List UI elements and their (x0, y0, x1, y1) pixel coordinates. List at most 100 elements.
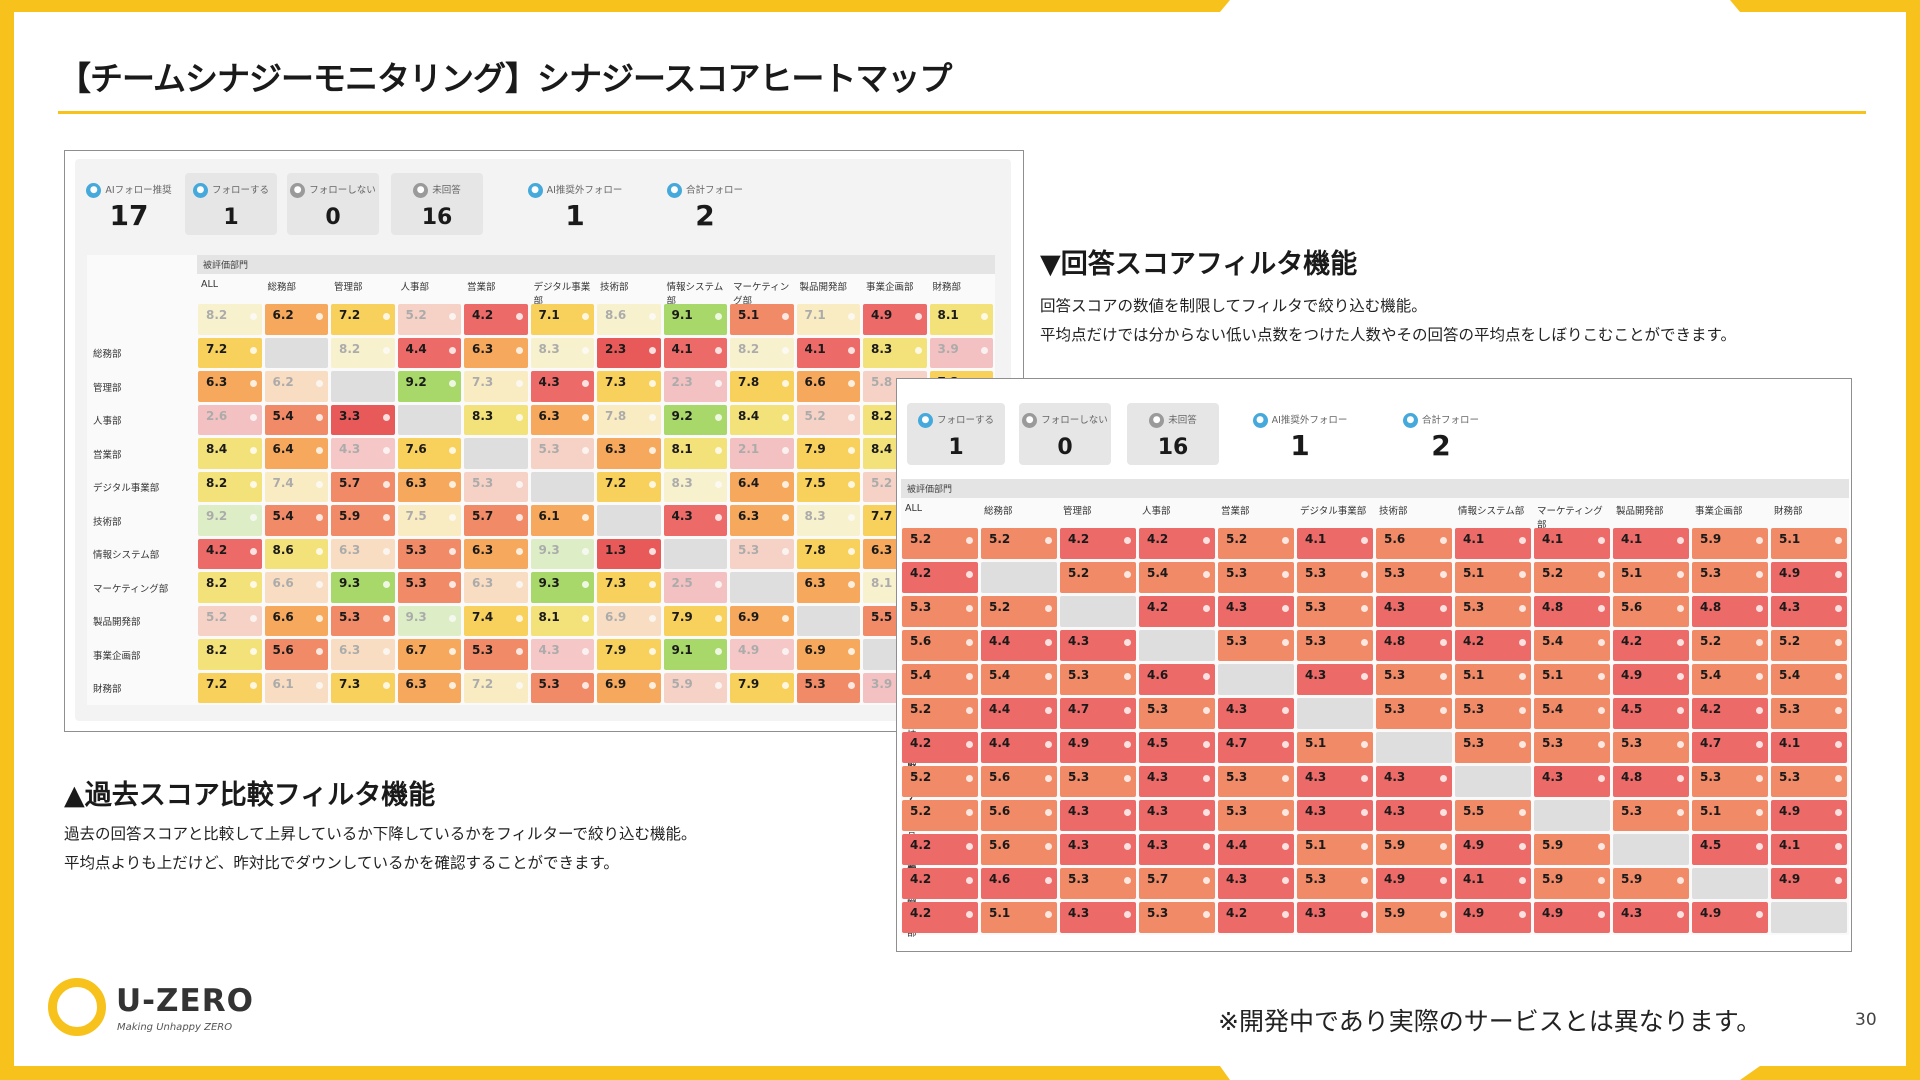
heatmap-cell[interactable] (1376, 732, 1452, 763)
heatmap-cell[interactable]: 4.1 (1297, 528, 1373, 559)
heatmap-cell[interactable]: 4.8 (1534, 596, 1610, 627)
heatmap-cell[interactable]: 6.3 (464, 337, 528, 368)
heatmap-cell[interactable]: 8.3 (796, 505, 860, 536)
column-header[interactable]: マーケティング部 (733, 282, 790, 307)
heatmap-cell[interactable]: 2.3 (663, 371, 727, 402)
heatmap-cell[interactable]: 5.9 (1692, 528, 1768, 559)
heatmap-cell[interactable]: 5.3 (1060, 766, 1136, 797)
heatmap-cell[interactable]: 4.2 (902, 902, 978, 933)
heatmap-cell[interactable]: 5.4 (981, 664, 1057, 695)
heatmap-cell[interactable]: 6.7 (397, 639, 461, 670)
heatmap-cell[interactable]: 5.6 (1613, 596, 1689, 627)
heatmap-cell[interactable]: 4.7 (1218, 732, 1294, 763)
heatmap-cell[interactable]: 4.1 (1613, 528, 1689, 559)
column-header[interactable]: 営業部 (1221, 506, 1250, 517)
heatmap-cell[interactable]: 8.1 (530, 605, 594, 636)
heatmap-cell[interactable]: 2.5 (663, 572, 727, 603)
heatmap-cell[interactable]: 6.3 (464, 572, 528, 603)
heatmap-cell[interactable]: 5.9 (1376, 902, 1452, 933)
heatmap-cell[interactable]: 4.3 (331, 438, 395, 469)
heatmap-cell[interactable]: 7.5 (397, 505, 461, 536)
column-header[interactable]: 総務部 (984, 506, 1013, 517)
heatmap-cell[interactable]: 5.3 (1455, 732, 1531, 763)
heatmap-cell[interactable]: 6.3 (198, 371, 262, 402)
heatmap-cell[interactable]: 5.1 (1692, 800, 1768, 831)
heatmap-cell[interactable]: 7.3 (597, 572, 661, 603)
heatmap-cell[interactable]: 7.6 (397, 438, 461, 469)
heatmap-cell[interactable]: 5.4 (264, 404, 328, 435)
heatmap-cell[interactable]: 4.7 (1692, 732, 1768, 763)
heatmap-cell[interactable]: 5.4 (902, 664, 978, 695)
heatmap-cell[interactable]: 4.3 (1613, 902, 1689, 933)
heatmap-cell[interactable]: 7.8 (796, 538, 860, 569)
heatmap-cell[interactable] (264, 337, 328, 368)
heatmap-cell[interactable]: 7.2 (464, 672, 528, 703)
heatmap-cell[interactable]: 5.3 (1060, 868, 1136, 899)
heatmap-cell[interactable]: 5.2 (1534, 562, 1610, 593)
heatmap-cell[interactable]: 5.6 (902, 630, 978, 661)
column-header[interactable]: マーケティング部 (1537, 506, 1603, 531)
heatmap-cell[interactable]: 6.3 (796, 572, 860, 603)
heatmap-cell[interactable]: 5.3 (1613, 732, 1689, 763)
heatmap-cell[interactable]: 5.3 (1376, 562, 1452, 593)
heatmap-cell[interactable] (1218, 664, 1294, 695)
column-header[interactable]: ALL (905, 503, 923, 514)
heatmap-cell[interactable]: 4.4 (981, 732, 1057, 763)
heatmap-cell[interactable]: 4.9 (1613, 664, 1689, 695)
heatmap-cell[interactable]: 5.2 (902, 698, 978, 729)
heatmap-cell[interactable]: 7.9 (796, 438, 860, 469)
heatmap-cell[interactable]: 5.1 (1297, 834, 1373, 865)
heatmap-cell[interactable]: 6.3 (397, 471, 461, 502)
heatmap-cell[interactable]: 4.9 (1455, 902, 1531, 933)
heatmap-cell[interactable]: 4.8 (1613, 766, 1689, 797)
heatmap-cell[interactable]: 4.8 (1692, 596, 1768, 627)
heatmap-cell[interactable]: 5.6 (981, 800, 1057, 831)
heatmap-cell[interactable] (1060, 596, 1136, 627)
heatmap-cell[interactable]: 4.9 (1060, 732, 1136, 763)
heatmap-cell[interactable]: 4.3 (1060, 630, 1136, 661)
heatmap-cell[interactable]: 4.3 (663, 505, 727, 536)
heatmap-cell[interactable]: 5.1 (1771, 528, 1847, 559)
heatmap-cell[interactable]: 5.9 (1613, 868, 1689, 899)
kpi-card[interactable]: ● 合計フォロー 2 (1373, 403, 1509, 465)
heatmap-cell[interactable]: 4.2 (902, 562, 978, 593)
heatmap-cell[interactable]: 6.3 (464, 538, 528, 569)
heatmap-cell[interactable]: 4.2 (1613, 630, 1689, 661)
heatmap-cell[interactable]: 5.2 (1771, 630, 1847, 661)
heatmap-cell[interactable]: 5.3 (1376, 664, 1452, 695)
heatmap-cell[interactable]: 8.2 (198, 471, 262, 502)
heatmap-cell[interactable]: 4.1 (1771, 732, 1847, 763)
heatmap-cell[interactable]: 4.9 (1692, 902, 1768, 933)
heatmap-cell[interactable]: 4.9 (1376, 868, 1452, 899)
heatmap-cell[interactable]: 4.4 (1218, 834, 1294, 865)
heatmap-cell[interactable]: 6.2 (264, 371, 328, 402)
heatmap-cell[interactable]: 6.2 (264, 304, 328, 335)
heatmap-cell[interactable]: 7.2 (198, 672, 262, 703)
heatmap-cell[interactable] (730, 572, 794, 603)
heatmap-cell[interactable]: 5.3 (796, 672, 860, 703)
heatmap-cell[interactable]: 5.2 (902, 800, 978, 831)
heatmap-cell[interactable]: 4.4 (981, 630, 1057, 661)
heatmap-cell[interactable] (464, 438, 528, 469)
heatmap-cell[interactable] (331, 371, 395, 402)
heatmap-cell[interactable]: 5.6 (981, 834, 1057, 865)
heatmap-cell[interactable]: 8.3 (663, 471, 727, 502)
heatmap-cell[interactable]: 4.3 (1218, 868, 1294, 899)
heatmap-cell[interactable]: 5.9 (1376, 834, 1452, 865)
heatmap-cell[interactable]: 5.6 (1376, 528, 1452, 559)
heatmap-cell[interactable]: 9.3 (331, 572, 395, 603)
heatmap-cell[interactable]: 5.1 (1297, 732, 1373, 763)
heatmap-cell[interactable]: 8.1 (929, 304, 993, 335)
heatmap-cell[interactable]: 4.9 (730, 639, 794, 670)
heatmap-cell[interactable]: 5.3 (331, 605, 395, 636)
kpi-card[interactable]: ● フォローする 1 (907, 403, 1005, 465)
heatmap-cell[interactable]: 4.5 (1613, 698, 1689, 729)
heatmap-cell[interactable]: 6.1 (530, 505, 594, 536)
heatmap-cell[interactable]: 4.2 (1692, 698, 1768, 729)
heatmap-cell[interactable]: 2.3 (597, 337, 661, 368)
heatmap-cell[interactable]: 4.6 (1139, 664, 1215, 695)
heatmap-cell[interactable]: 9.3 (530, 572, 594, 603)
heatmap-cell[interactable] (597, 505, 661, 536)
heatmap-cell[interactable]: 5.3 (1218, 630, 1294, 661)
heatmap-cell[interactable]: 5.3 (1297, 630, 1373, 661)
